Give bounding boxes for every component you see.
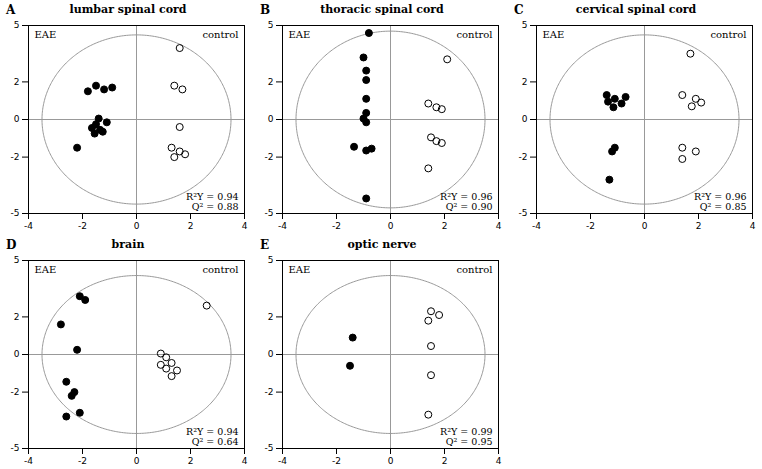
svg-text:R²Y = 0.94Q² = 0.88: R²Y = 0.94Q² = 0.88 xyxy=(186,191,238,212)
svg-text:5: 5 xyxy=(14,20,20,30)
svg-text:-2: -2 xyxy=(11,152,20,162)
html-text:E: E xyxy=(260,238,270,252)
svg-text:-4: -4 xyxy=(24,221,33,231)
svg-text:EAE: EAE xyxy=(35,264,57,275)
html-text:cervical spinal cord: cervical spinal cord xyxy=(575,3,697,16)
svg-text:-5: -5 xyxy=(265,208,274,218)
svg-text:EAE: EAE xyxy=(289,264,311,275)
svg-text:2: 2 xyxy=(696,221,702,231)
svg-text:5: 5 xyxy=(14,255,20,265)
svg-text:-5: -5 xyxy=(519,208,528,218)
svg-text:-4: -4 xyxy=(532,221,541,231)
svg-text:4: 4 xyxy=(242,456,248,466)
svg-text:R²Y = 0.96Q² = 0.90: R²Y = 0.96Q² = 0.90 xyxy=(440,191,492,212)
svg-text:control: control xyxy=(456,29,492,40)
svg-text:4: 4 xyxy=(496,221,502,231)
html-text:optic nerve: optic nerve xyxy=(347,238,417,251)
svg-text:-2: -2 xyxy=(265,152,274,162)
svg-text:-2: -2 xyxy=(265,387,274,397)
svg-text:5: 5 xyxy=(268,20,274,30)
svg-text:5: 5 xyxy=(268,255,274,265)
svg-text:EAE: EAE xyxy=(543,29,565,40)
svg-text:2: 2 xyxy=(442,221,448,231)
svg-text:2: 2 xyxy=(14,77,20,87)
svg-text:0: 0 xyxy=(14,114,20,124)
svg-text:2: 2 xyxy=(268,77,274,87)
svg-text:-2: -2 xyxy=(78,456,87,466)
svg-text:R²Y = 0.94Q² = 0.64: R²Y = 0.94Q² = 0.64 xyxy=(186,426,238,447)
html-text:brain: brain xyxy=(111,238,145,251)
html-text:lumbar spinal cord: lumbar spinal cord xyxy=(69,3,187,16)
svg-text:R²Y = 0.99Q² = 0.95: R²Y = 0.99Q² = 0.95 xyxy=(440,426,492,447)
svg-text:EAE: EAE xyxy=(35,29,57,40)
svg-text:2: 2 xyxy=(188,456,194,466)
svg-text:0: 0 xyxy=(522,114,528,124)
svg-text:EAE: EAE xyxy=(289,29,311,40)
svg-text:4: 4 xyxy=(750,221,756,231)
svg-text:0: 0 xyxy=(388,221,394,231)
svg-text:4: 4 xyxy=(496,456,502,466)
svg-text:-4: -4 xyxy=(278,456,287,466)
svg-text:2: 2 xyxy=(522,77,528,87)
svg-text:-5: -5 xyxy=(11,443,20,453)
html-text:B: B xyxy=(260,3,271,17)
svg-text:-5: -5 xyxy=(265,443,274,453)
svg-text:2: 2 xyxy=(268,312,274,322)
svg-text:R²Y = 0.96Q² = 0.85: R²Y = 0.96Q² = 0.85 xyxy=(694,191,746,212)
svg-text:5: 5 xyxy=(522,20,528,30)
svg-text:2: 2 xyxy=(442,456,448,466)
svg-text:-2: -2 xyxy=(11,387,20,397)
svg-text:2: 2 xyxy=(188,221,194,231)
svg-text:0: 0 xyxy=(268,114,274,124)
svg-text:-2: -2 xyxy=(332,221,341,231)
svg-text:0: 0 xyxy=(134,221,140,231)
svg-text:control: control xyxy=(456,264,492,275)
svg-text:4: 4 xyxy=(242,221,248,231)
svg-text:0: 0 xyxy=(134,456,140,466)
html-text:D: D xyxy=(6,238,17,252)
svg-text:control: control xyxy=(710,29,746,40)
svg-text:0: 0 xyxy=(268,349,274,359)
html-text:C: C xyxy=(514,3,524,17)
svg-text:control: control xyxy=(202,29,238,40)
svg-text:-4: -4 xyxy=(278,221,287,231)
svg-text:0: 0 xyxy=(642,221,648,231)
svg-text:-2: -2 xyxy=(332,456,341,466)
svg-text:-2: -2 xyxy=(78,221,87,231)
svg-text:control: control xyxy=(202,264,238,275)
svg-text:0: 0 xyxy=(14,349,20,359)
svg-text:2: 2 xyxy=(14,312,20,322)
svg-text:-5: -5 xyxy=(11,208,20,218)
svg-text:0: 0 xyxy=(388,456,394,466)
svg-text:-2: -2 xyxy=(586,221,595,231)
svg-text:-2: -2 xyxy=(519,152,528,162)
html-text:A: A xyxy=(6,3,16,17)
html-text:thoracic spinal cord: thoracic spinal cord xyxy=(320,3,444,16)
svg-text:-4: -4 xyxy=(24,456,33,466)
